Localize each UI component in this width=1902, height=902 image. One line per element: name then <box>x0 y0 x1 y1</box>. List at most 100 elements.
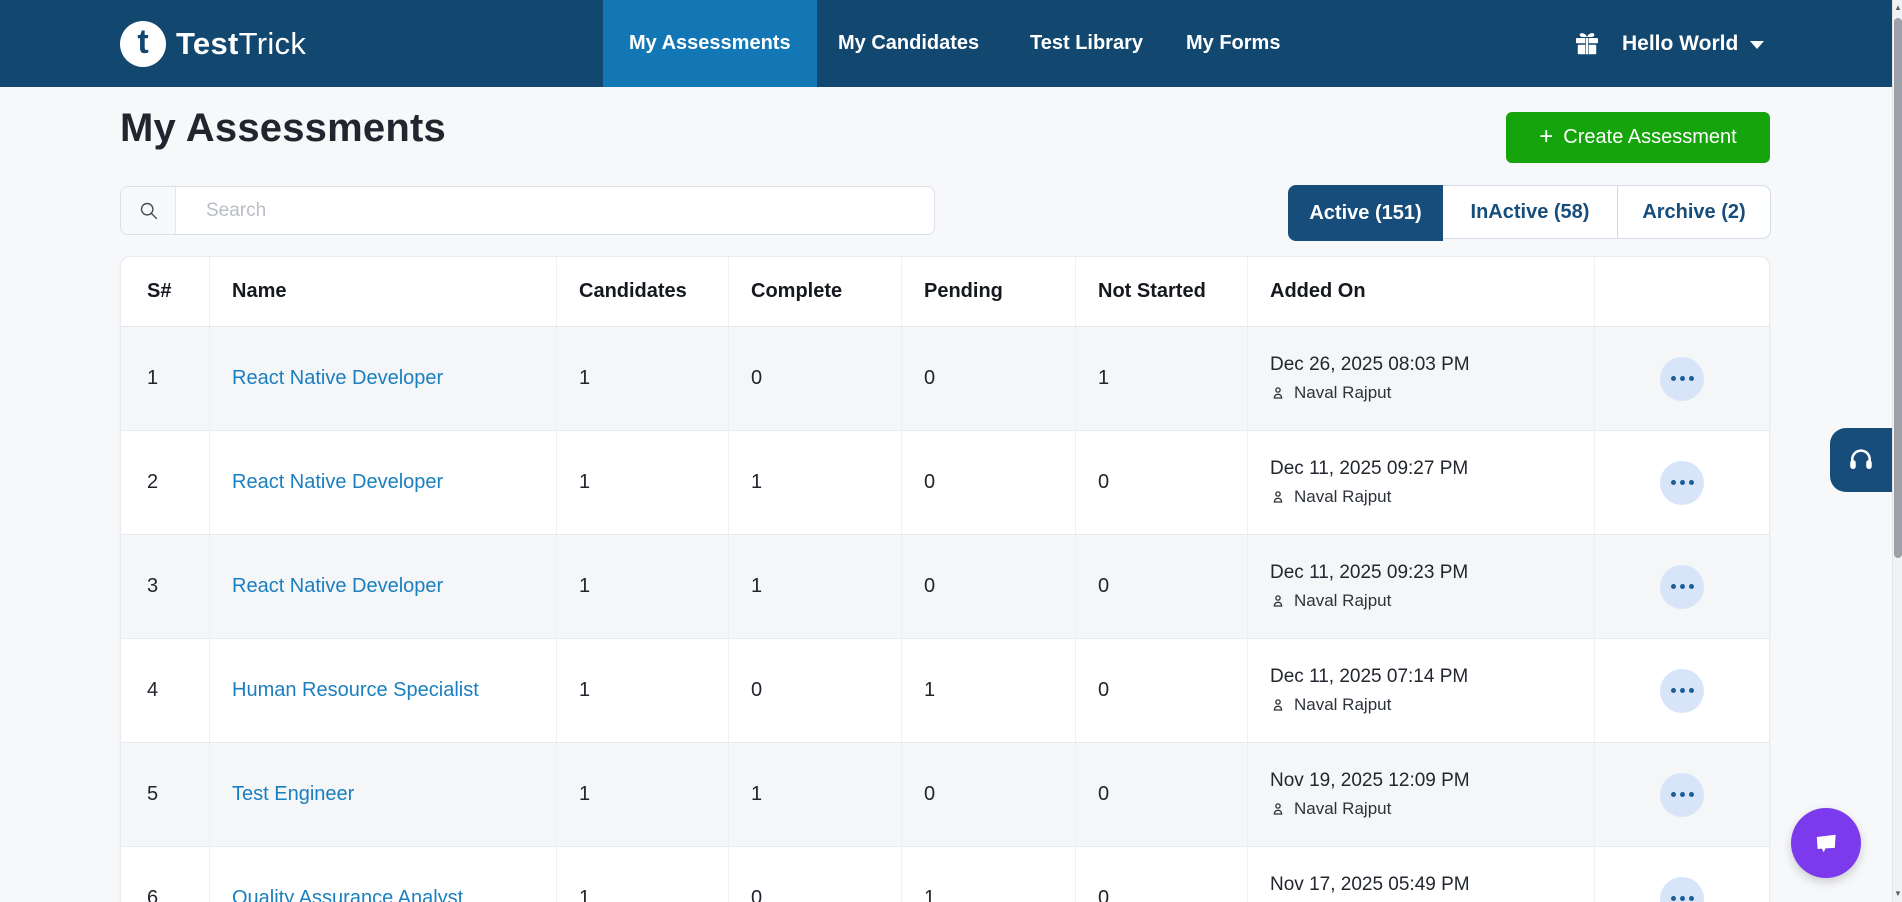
added-by: Naval Rajput <box>1270 799 1470 819</box>
row-sno: 2 <box>121 431 210 534</box>
user-menu[interactable]: Hello World <box>1622 0 1765 87</box>
search-icon <box>121 187 176 234</box>
row-not-started: 1 <box>1076 327 1248 430</box>
tab-inactive[interactable]: InActive (58) <box>1470 200 1590 223</box>
person-icon <box>1273 387 1283 399</box>
row-complete: 0 <box>729 639 902 742</box>
filter-tabs: Active (151) InActive (58) Archive (2) <box>1288 185 1771 241</box>
row-candidates: 1 <box>557 431 729 534</box>
table-row: 4 Human Resource Specialist 1 0 1 0 Dec … <box>121 639 1769 743</box>
logo-text-bold: Test <box>176 25 239 61</box>
row-actions-button[interactable] <box>1660 460 1704 505</box>
row-complete: 0 <box>729 327 902 430</box>
added-by: Naval Rajput <box>1270 487 1468 507</box>
row-sno: 4 <box>121 639 210 742</box>
added-date: Dec 26, 2025 08:03 PM <box>1270 354 1470 375</box>
col-header-name: Name <box>210 257 557 326</box>
col-header-candidates: Candidates <box>557 257 729 326</box>
added-by: Naval Rajput <box>1270 383 1470 403</box>
row-pending: 1 <box>902 639 1076 742</box>
added-by-name: Naval Rajput <box>1294 695 1392 714</box>
added-date: Nov 17, 2025 05:49 PM <box>1270 874 1470 895</box>
row-complete: 1 <box>729 431 902 534</box>
row-candidates: 1 <box>557 639 729 742</box>
scrollbar[interactable]: ▲ ▼ <box>1892 0 1902 902</box>
support-button[interactable] <box>1830 428 1892 492</box>
logo-text-light: Trick <box>238 25 307 61</box>
row-not-started: 0 <box>1076 639 1248 742</box>
scrollbar-thumb[interactable] <box>1894 18 1902 558</box>
person-icon <box>1273 699 1283 711</box>
assessment-name-link[interactable]: Quality Assurance Analyst <box>232 887 464 902</box>
added-date: Dec 11, 2025 07:14 PM <box>1270 666 1469 687</box>
headset-icon <box>1850 449 1872 469</box>
nav-item-my-assessments[interactable]: My Assessments <box>603 0 817 87</box>
row-actions-button[interactable] <box>1660 876 1704 902</box>
top-navbar: t TestTrick My Assessments My Candidates… <box>0 0 1902 87</box>
row-actions-button[interactable] <box>1660 564 1704 609</box>
row-pending: 0 <box>902 431 1076 534</box>
col-header-sno: S# <box>121 257 210 326</box>
row-candidates: 1 <box>557 327 729 430</box>
chat-bubble-icon <box>1816 834 1836 853</box>
scrollbar-down-arrow[interactable]: ▼ <box>1894 889 1902 898</box>
chat-widget-button[interactable] <box>1791 808 1861 878</box>
chevron-down-icon <box>1750 41 1765 49</box>
row-pending: 0 <box>902 535 1076 638</box>
assessment-name-link[interactable]: Test Engineer <box>232 783 355 805</box>
row-pending: 0 <box>902 743 1076 846</box>
page-title: My Assessments <box>120 106 446 150</box>
search-input[interactable] <box>176 187 934 234</box>
row-actions-button[interactable] <box>1660 356 1704 401</box>
row-complete: 1 <box>729 535 902 638</box>
row-not-started: 0 <box>1076 535 1248 638</box>
assessments-table: S# Name Candidates Complete Pending Not … <box>120 256 1770 902</box>
user-name: Hello World <box>1622 31 1739 55</box>
table-row: 3 React Native Developer 1 1 0 0 Dec 11,… <box>121 535 1769 639</box>
assessment-name-link[interactable]: React Native Developer <box>232 575 444 597</box>
person-icon <box>1273 595 1283 607</box>
row-sno: 1 <box>121 327 210 430</box>
added-by-name: Naval Rajput <box>1294 591 1392 610</box>
search-box <box>120 186 935 235</box>
row-sno: 3 <box>121 535 210 638</box>
tab-active[interactable]: Active (151) <box>1288 185 1443 241</box>
person-icon <box>1273 491 1283 503</box>
nav-item-test-library[interactable]: Test Library <box>1030 32 1143 54</box>
row-actions-button[interactable] <box>1660 668 1704 713</box>
col-header-not-started: Not Started <box>1076 257 1248 326</box>
scrollbar-up-arrow[interactable]: ▲ <box>1894 3 1902 12</box>
row-sno: 5 <box>121 743 210 846</box>
row-complete: 0 <box>729 847 902 902</box>
added-by: Naval Rajput <box>1270 591 1468 611</box>
tab-archive[interactable]: Archive (2) <box>1617 186 1770 238</box>
logo-circle-icon: t <box>120 20 166 67</box>
col-header-added-on: Added On <box>1248 257 1595 326</box>
col-header-pending: Pending <box>902 257 1076 326</box>
table-row: 2 React Native Developer 1 1 0 0 Dec 11,… <box>121 431 1769 535</box>
table-header-row: S# Name Candidates Complete Pending Not … <box>121 257 1769 327</box>
added-date: Nov 19, 2025 12:09 PM <box>1270 770 1470 791</box>
row-not-started: 0 <box>1076 847 1248 902</box>
added-date: Dec 11, 2025 09:27 PM <box>1270 458 1469 479</box>
gift-icon[interactable] <box>1572 28 1602 58</box>
row-candidates: 1 <box>557 847 729 902</box>
nav-item-my-candidates[interactable]: My Candidates <box>838 32 980 54</box>
logo-letter: t <box>137 22 149 61</box>
row-pending: 0 <box>902 327 1076 430</box>
brand-logo[interactable]: t TestTrick <box>120 0 306 87</box>
create-assessment-button[interactable]: + Create Assessment <box>1506 112 1770 163</box>
row-actions-button[interactable] <box>1660 772 1704 817</box>
added-by-name: Naval Rajput <box>1294 383 1392 402</box>
added-by-name: Naval Rajput <box>1294 487 1392 506</box>
assessment-name-link[interactable]: Human Resource Specialist <box>232 679 479 701</box>
nav-item-my-forms[interactable]: My Forms <box>1186 32 1281 54</box>
table-row: 6 Quality Assurance Analyst 1 0 1 0 Nov … <box>121 847 1769 902</box>
assessment-name-link[interactable]: React Native Developer <box>232 471 444 493</box>
assessment-name-link[interactable]: React Native Developer <box>232 367 444 389</box>
added-by-name: Naval Rajput <box>1294 799 1392 818</box>
row-candidates: 1 <box>557 743 729 846</box>
plus-icon: + <box>1539 122 1554 150</box>
row-complete: 1 <box>729 743 902 846</box>
